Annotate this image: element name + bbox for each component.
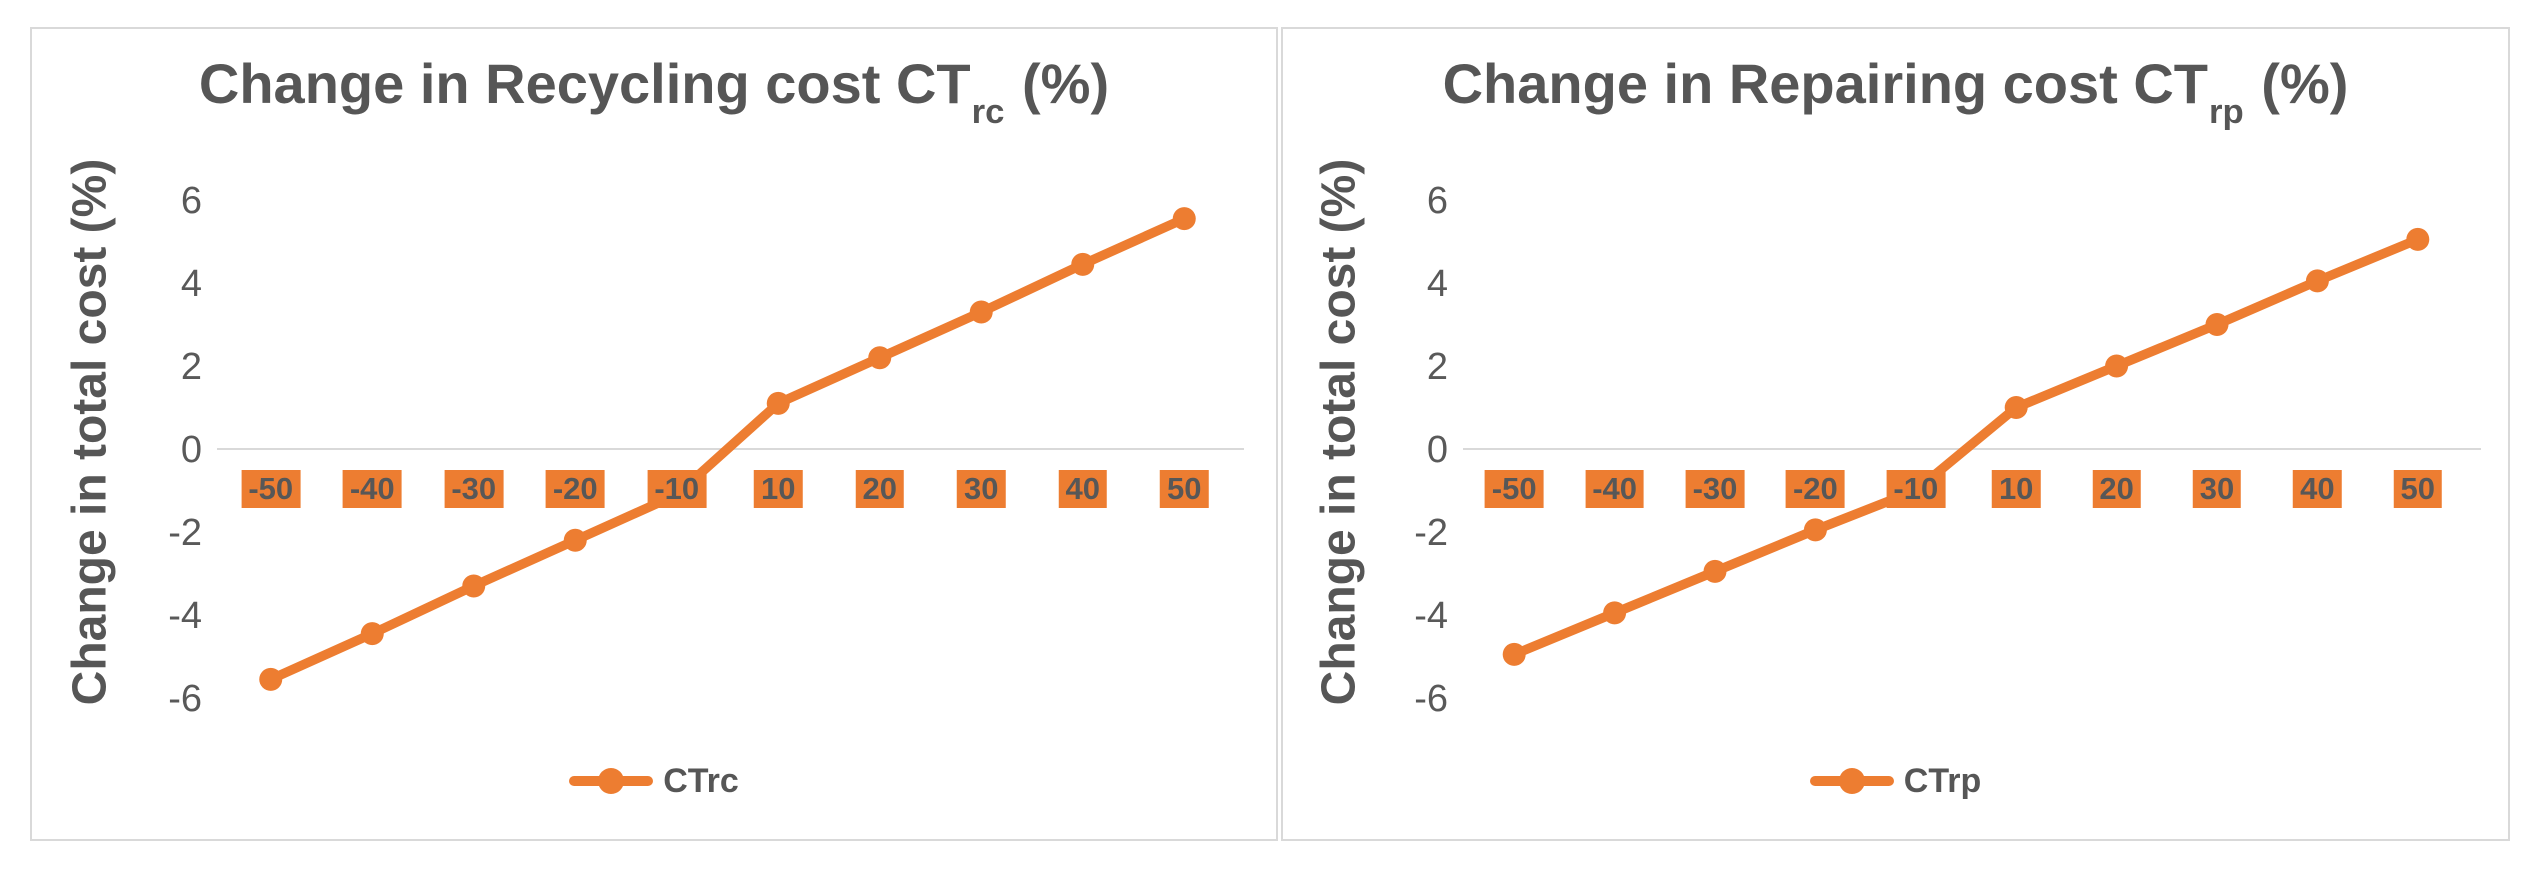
data-point-marker <box>969 300 993 324</box>
plot-area: 6 4 2 0 -2 -4 -6 <box>168 180 1244 720</box>
y-tick-label: -6 <box>1414 678 1448 720</box>
recycling-cost-chart: Change in Recycling cost CTrc (%) Change… <box>30 27 1278 841</box>
data-point-marker <box>2305 269 2329 293</box>
series-line <box>1509 234 2423 660</box>
data-point-marker <box>259 667 283 691</box>
y-tick-label: -2 <box>1414 512 1448 554</box>
legend: CTrp <box>1283 757 2508 805</box>
legend: CTrc <box>32 757 1276 805</box>
legend-label: CTrp <box>1903 761 1982 800</box>
chart-title: Change in Recycling cost CTrc (%) <box>32 51 1276 129</box>
data-point-marker <box>2004 396 2028 419</box>
y-tick-label: 0 <box>1427 429 1448 471</box>
y-tick-label: 6 <box>1427 180 1448 222</box>
data-point-marker <box>360 622 384 646</box>
data-point-marker <box>868 346 892 370</box>
data-point-marker <box>1703 559 1727 583</box>
data-point-marker <box>563 528 587 552</box>
y-tick-label: 4 <box>181 263 202 305</box>
legend-label: CTrc <box>663 761 739 800</box>
y-tick-label: 0 <box>181 429 202 471</box>
chart-title-unit: (%) <box>2245 52 2349 115</box>
legend-line-marker-icon <box>1809 768 1894 794</box>
chart-title-subscript: rc <box>971 92 1005 131</box>
y-tick-label: 6 <box>181 180 202 222</box>
y-tick-label: -6 <box>168 678 202 720</box>
data-point-marker <box>766 391 790 415</box>
data-point-marker <box>1803 518 1827 542</box>
y-tick-label: -4 <box>168 595 202 637</box>
chart-title-text: Change in Repairing cost CT <box>1442 52 2209 115</box>
data-point-marker <box>1603 601 1627 625</box>
data-point-marker <box>1904 479 1928 502</box>
series-line <box>266 213 1189 685</box>
data-point-marker <box>2406 227 2430 251</box>
data-point-marker <box>2205 313 2229 336</box>
repairing-cost-chart: Change in Repairing cost CTrp (%) Change… <box>1281 27 2510 841</box>
y-tick-label: -4 <box>1414 595 1448 637</box>
plot-area: 6 4 2 0 -2 -4 -6 <box>1414 180 2481 720</box>
chart-title-subscript: rp <box>2209 92 2244 131</box>
y-tick-label: -2 <box>168 512 202 554</box>
chart-title: Change in Repairing cost CTrp (%) <box>1283 51 2508 129</box>
y-tick-label: 2 <box>181 346 202 388</box>
data-point-marker <box>1071 252 1095 276</box>
data-point-marker <box>1172 207 1196 231</box>
y-tick-label: 4 <box>1427 263 1448 305</box>
data-point-marker <box>462 574 486 598</box>
chart-title-text: Change in Recycling cost CT <box>198 52 971 115</box>
chart-title-unit: (%) <box>1006 52 1110 115</box>
data-point-marker <box>1502 642 1526 666</box>
data-point-marker <box>2105 354 2129 378</box>
y-tick-label: 2 <box>1427 346 1448 388</box>
data-point-marker <box>665 483 689 507</box>
legend-line-marker-icon <box>569 768 654 794</box>
